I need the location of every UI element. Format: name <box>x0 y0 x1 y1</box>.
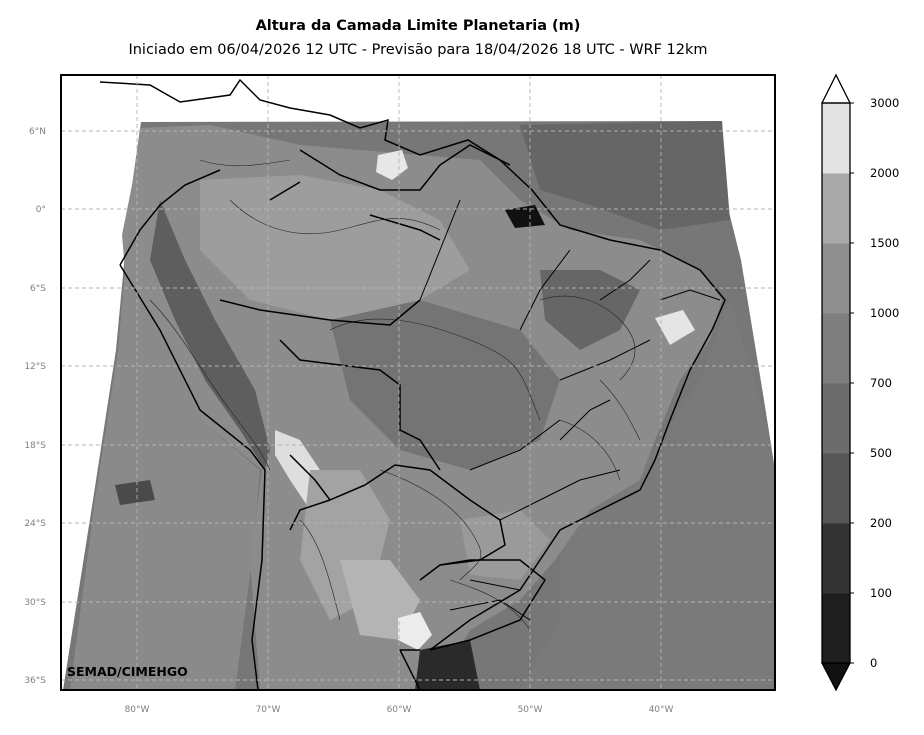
pacific-region <box>70 270 260 690</box>
lat-tick-label: 24°S <box>24 519 46 529</box>
colorbar-segment <box>822 453 850 524</box>
credit-label: SEMAD/CIMEHGO <box>67 664 188 679</box>
atlantic-region <box>520 300 775 690</box>
colorbar-segment <box>822 173 850 244</box>
lon-tick-label: 40°W <box>649 705 674 715</box>
colorbar-segment <box>822 313 850 384</box>
colorbar-label: 0 <box>870 656 877 670</box>
lat-tick-labels: 6°N 0° 6°S 12°S 18°S 24°S 30°S 36°S <box>24 127 46 686</box>
lon-tick-label: 80°W <box>125 705 150 715</box>
colorbar-label: 1500 <box>870 236 899 250</box>
lat-tick-label: 18°S <box>24 441 46 451</box>
colorbar-label: 100 <box>870 586 892 600</box>
lat-tick-label: 0° <box>36 205 46 215</box>
map-title: Altura da Camada Limite Planetaria (m) <box>255 18 581 34</box>
north-atlantic-region <box>520 121 730 230</box>
colorbar-label: 2000 <box>870 166 899 180</box>
buenos-aires-white <box>398 612 432 650</box>
lat-tick-label: 36°S <box>24 676 46 686</box>
uruguay-dark <box>415 640 480 690</box>
lon-tick-label: 60°W <box>387 705 412 715</box>
colorbar-extend-under <box>820 662 852 692</box>
map-frame <box>60 74 776 691</box>
lon-tick-label: 50°W <box>518 705 543 715</box>
lon-tick-labels: 80°W 70°W 60°W 50°W 40°W <box>125 705 674 715</box>
colorbar-label: 1000 <box>870 306 899 320</box>
marajo-black <box>505 205 545 228</box>
map-subtitle: Iniciado em 06/04/2026 12 UTC - Previsão… <box>128 42 708 58</box>
colorbar-segment <box>822 103 850 174</box>
lat-tick-label: 6°S <box>30 284 46 294</box>
lat-tick-label: 6°N <box>29 127 46 137</box>
contour-lines <box>149 159 641 631</box>
amazon-region <box>200 175 470 320</box>
lon-tick-label: 70°W <box>256 705 281 715</box>
colorbar-segment <box>822 593 850 664</box>
lat-tick-label: 30°S <box>24 598 46 608</box>
colorbar: 0 100 200 500 700 1000 1500 2000 3000 <box>820 73 899 692</box>
colorbar-segment <box>822 383 850 454</box>
colorbar-extend-over <box>820 73 852 104</box>
lat-tick-label: 12°S <box>24 362 46 372</box>
gridlines <box>61 75 775 690</box>
colorbar-label: 500 <box>870 446 892 460</box>
colorbar-label: 700 <box>870 376 892 390</box>
andes-dark <box>150 200 270 470</box>
guiana-white <box>376 150 408 180</box>
colorbar-segment <box>822 243 850 314</box>
colorbar-label: 3000 <box>870 96 899 110</box>
colorbar-label: 200 <box>870 516 892 530</box>
state-borders <box>419 199 721 621</box>
colorbar-segment <box>822 523 850 594</box>
country-borders <box>99 78 726 690</box>
brazil-interior-darker <box>330 300 560 470</box>
map-panel: SEMAD/CIMEHGO <box>61 75 775 690</box>
ne-brazil-white <box>655 310 695 345</box>
pacific-dark-blob <box>115 480 155 505</box>
